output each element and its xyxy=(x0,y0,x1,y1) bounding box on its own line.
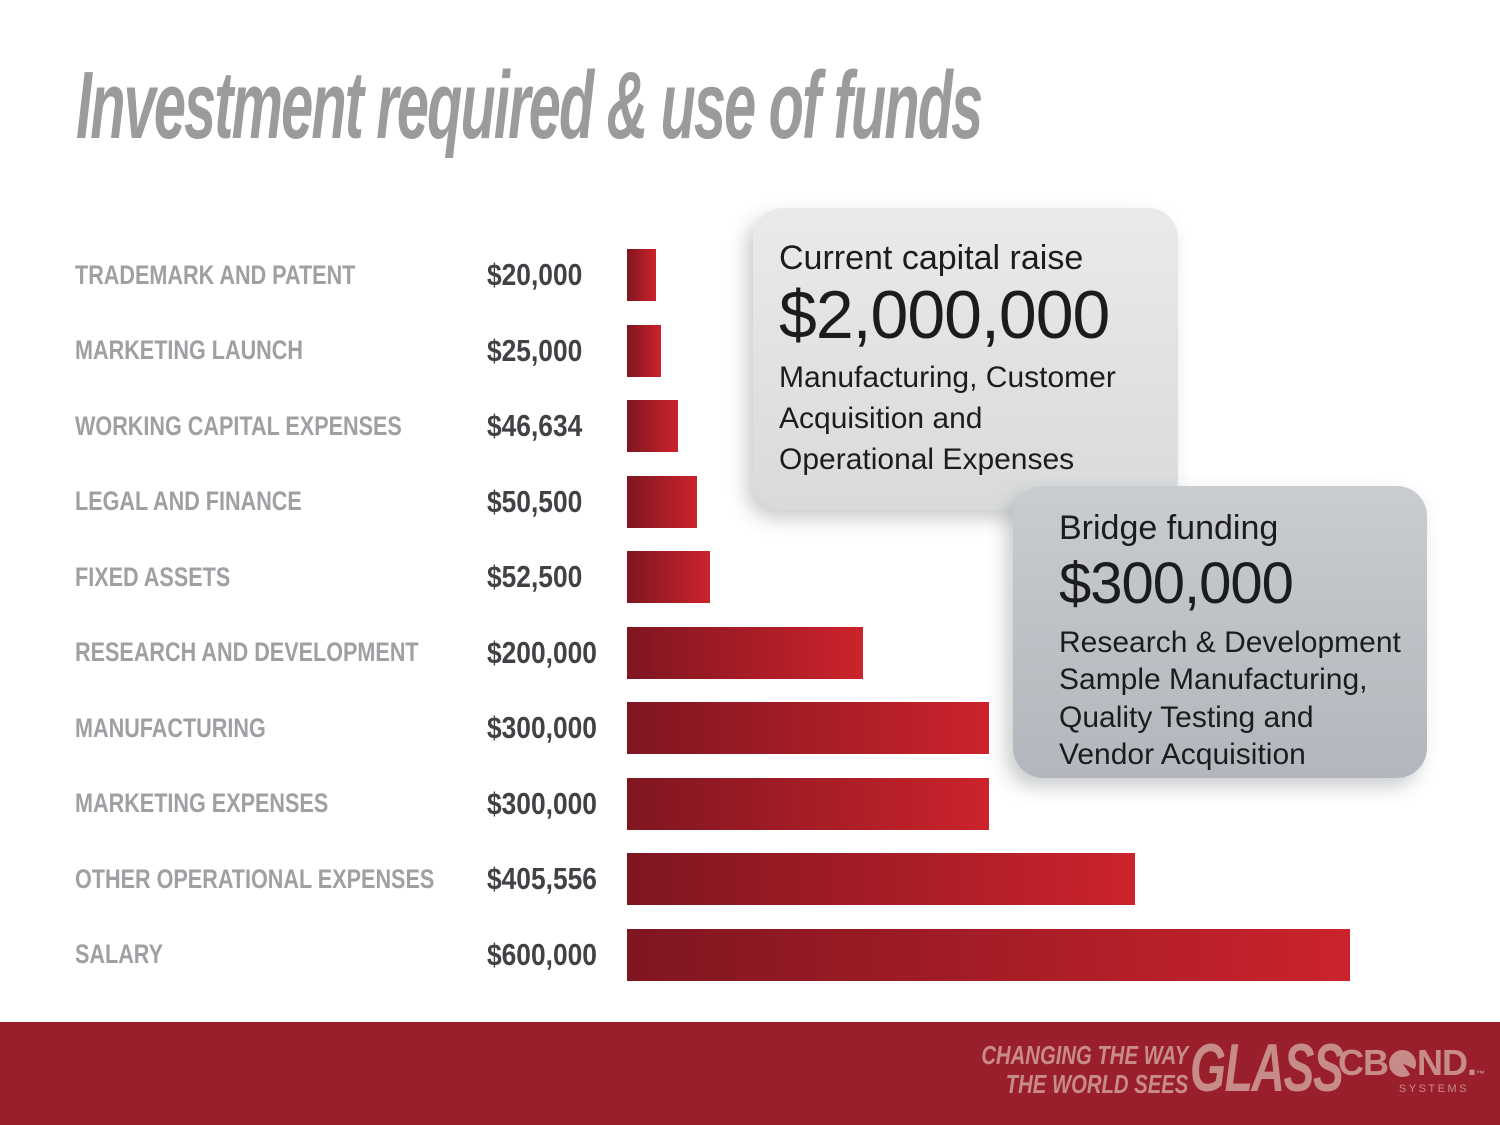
callout-heading: Bridge funding xyxy=(1059,509,1279,547)
footer-tagline: CHANGING THE WAY THE WORLD SEES xyxy=(981,1041,1188,1098)
callout-body-line: Quality Testing and xyxy=(1059,700,1314,734)
bar xyxy=(627,928,1350,981)
category-label: FIXED ASSETS xyxy=(75,561,231,592)
footer-tagline-line1: CHANGING THE WAY xyxy=(981,1040,1188,1070)
value-label: $200,000 xyxy=(487,634,597,670)
chart-row: MARKETING EXPENSES $300,000 xyxy=(0,777,1500,830)
value-label: $300,000 xyxy=(487,785,597,821)
value-label: $600,000 xyxy=(487,936,597,972)
bar xyxy=(627,777,989,830)
category-label: MANUFACTURING xyxy=(75,712,266,743)
bar xyxy=(627,400,678,452)
category-label: MARKETING LAUNCH xyxy=(75,335,303,365)
glass-wordmark: GLASS xyxy=(1190,1030,1344,1106)
callout-body-line: Vendor Acquisition xyxy=(1059,738,1306,772)
chart-row: OTHER OPERATIONAL EXPENSES $405,556 xyxy=(0,853,1500,905)
chart-row: WORKING CAPITAL EXPENSES $46,634 xyxy=(0,400,1500,452)
cbond-systems-logo: CB ND. ™ SYSTEMS xyxy=(1338,1042,1485,1096)
chart-row: TRADEMARK AND PATENT $20,000 xyxy=(0,249,1500,301)
category-label: MARKETING EXPENSES xyxy=(75,788,329,818)
value-label: $50,500 xyxy=(487,483,583,519)
value-label: $20,000 xyxy=(487,257,583,292)
bar xyxy=(627,853,1135,905)
footer-banner: CHANGING THE WAY THE WORLD SEES GLASS CB… xyxy=(0,1022,1500,1125)
category-label: OTHER OPERATIONAL EXPENSES xyxy=(75,863,435,894)
value-label: $405,556 xyxy=(487,861,597,896)
footer-tagline-line2: THE WORLD SEES xyxy=(1005,1068,1188,1099)
chart-row: MANUFACTURING $300,000 xyxy=(0,702,1500,754)
chart-row: LEGAL AND FINANCE $50,500 xyxy=(0,475,1500,528)
callout-amount: $2,000,000 xyxy=(779,276,1110,353)
bar xyxy=(627,551,710,603)
cbond-logo-row: CB ND. ™ xyxy=(1338,1042,1485,1083)
cbond-logo-subtext: SYSTEMS xyxy=(1398,1083,1469,1095)
callout-body: Research & Development Sample Manufacturi… xyxy=(1059,624,1411,774)
callout-body-line: Operational Expenses xyxy=(779,443,1075,477)
bar xyxy=(627,249,656,301)
callout-body-line: Acquisition and xyxy=(779,402,983,436)
callout-amount: $300,000 xyxy=(1059,550,1294,616)
callout-current-capital-raise: Current capital raise $2,000,000 Manufac… xyxy=(753,208,1178,510)
trademark-symbol: ™ xyxy=(1476,1069,1485,1079)
callout-body: Manufacturing, Customer Acquisition and Op… xyxy=(779,357,1158,480)
value-label: $25,000 xyxy=(487,332,583,368)
callout-body-line: Research & Development xyxy=(1059,625,1401,659)
value-label: $46,634 xyxy=(487,408,583,443)
cbond-logo-letters-left: CB xyxy=(1338,1042,1389,1083)
cbond-logo-disc-icon xyxy=(1389,1049,1416,1077)
bar xyxy=(627,324,661,377)
category-label: WORKING CAPITAL EXPENSES xyxy=(75,410,402,441)
value-label: $300,000 xyxy=(487,710,597,745)
category-label: SALARY xyxy=(75,939,164,969)
category-label: TRADEMARK AND PATENT xyxy=(75,259,356,290)
page-title: Investment required & use of funds xyxy=(76,52,983,159)
callout-bridge-funding: Bridge funding $300,000 Research & Devel… xyxy=(1013,486,1427,778)
chart-row: RESEARCH AND DEVELOPMENT $200,000 xyxy=(0,626,1500,679)
chart-row: SALARY $600,000 xyxy=(0,928,1500,981)
callout-heading: Current capital raise xyxy=(779,239,1084,277)
category-label: LEGAL AND FINANCE xyxy=(75,486,302,516)
callout-body-line: Sample Manufacturing, xyxy=(1059,663,1368,697)
bar xyxy=(627,702,989,754)
category-label: RESEARCH AND DEVELOPMENT xyxy=(75,637,419,667)
chart-row: FIXED ASSETS $52,500 xyxy=(0,551,1500,603)
value-label: $52,500 xyxy=(487,559,583,594)
chart-row: MARKETING LAUNCH $25,000 xyxy=(0,324,1500,377)
bar xyxy=(627,475,697,528)
bar xyxy=(627,626,863,679)
cbond-logo-letters-right: ND. xyxy=(1417,1042,1477,1083)
callout-body-line: Manufacturing, Customer xyxy=(779,361,1116,395)
